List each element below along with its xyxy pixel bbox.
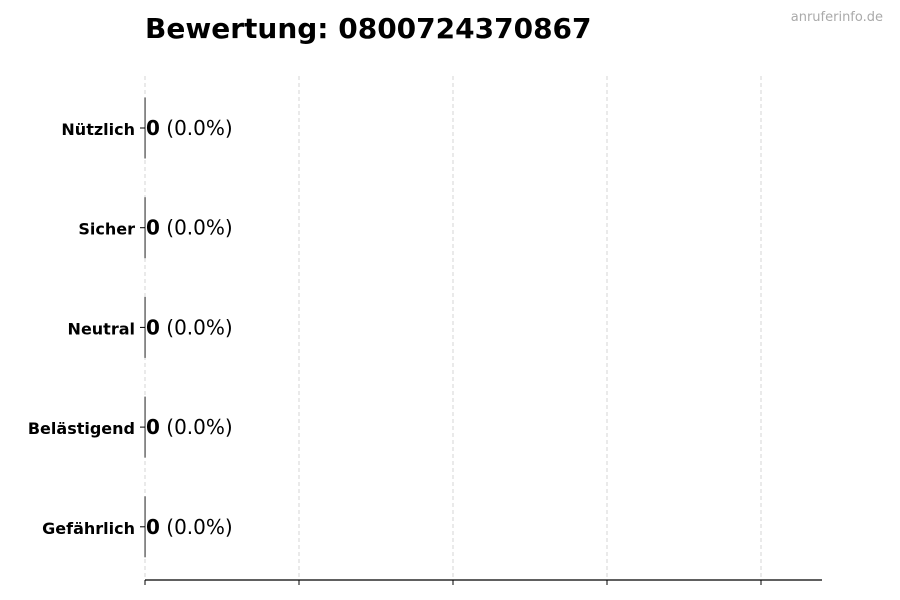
- value-label: 0 (0.0%): [146, 216, 233, 240]
- value-label: 0 (0.0%): [146, 315, 233, 339]
- category-label: Belästigend: [28, 419, 135, 438]
- value-count: 0: [146, 515, 160, 539]
- value-percent: (0.0%): [160, 216, 233, 240]
- value-percent: (0.0%): [160, 116, 233, 140]
- value-label: 0 (0.0%): [146, 415, 233, 439]
- value-count: 0: [146, 116, 160, 140]
- value-percent: (0.0%): [160, 315, 233, 339]
- value-label: 0 (0.0%): [146, 116, 233, 140]
- category-label: Neutral: [68, 319, 135, 338]
- value-count: 0: [146, 415, 160, 439]
- value-percent: (0.0%): [160, 415, 233, 439]
- value-count: 0: [146, 216, 160, 240]
- value-count: 0: [146, 315, 160, 339]
- category-label: Gefährlich: [42, 519, 135, 538]
- category-label: Nützlich: [61, 120, 135, 139]
- watermark: anruferinfo.de: [790, 10, 883, 25]
- value-percent: (0.0%): [160, 515, 233, 539]
- value-label: 0 (0.0%): [146, 515, 233, 539]
- chart-title: Bewertung: 0800724370867: [145, 12, 592, 45]
- category-label: Sicher: [78, 220, 135, 239]
